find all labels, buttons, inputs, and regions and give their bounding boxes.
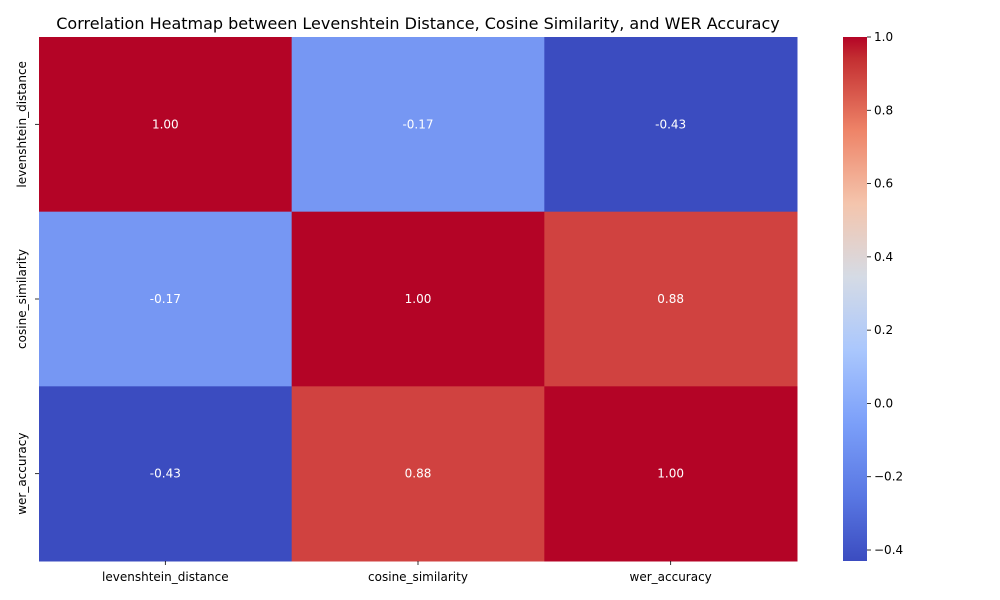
heatmap-cell [544, 211, 798, 387]
heatmap-cells: 1.00 -0.17 -0.43 -0.17 1.00 0.88 -0.43 0.88 1.00 [39, 37, 798, 562]
heatmap-cell [544, 386, 798, 562]
cell-value-label: 0.88 [657, 292, 684, 306]
y-tick-label: wer_accuracy [15, 433, 29, 515]
cell-value-label: -0.43 [655, 117, 686, 131]
heatmap-cell [291, 211, 545, 387]
x-tick-label: levenshtein_distance [102, 570, 229, 584]
x-axis: levenshtein_distance cosine_similarity wer… [102, 561, 712, 584]
y-axis: levenshtein_distance cosine_similaritywer… [15, 61, 39, 515]
heatmap-cell [39, 211, 293, 387]
chart-title: Correlation Heatmap between Levenshtein … [56, 14, 780, 33]
heatmap-cell [39, 386, 293, 562]
colorbar-tick-label: 0.2 [874, 323, 893, 337]
colorbar-gradient [843, 37, 867, 561]
cell-value-label: 1.00 [152, 117, 179, 131]
cell-value-label: 1.00 [405, 292, 432, 306]
heatmap-cell [291, 37, 545, 213]
x-tick-label: cosine_similarity [368, 570, 468, 584]
cell-value-label: 1.00 [657, 467, 684, 481]
y-tick-label: levenshtein_distance [15, 61, 29, 188]
heatmap-cell [39, 37, 293, 213]
colorbar: 1.0 0.8 0.6 0.4 0.2 0.0 −0.2 −0.4 [843, 30, 903, 561]
x-tick-label: wer_accuracy [630, 570, 712, 584]
colorbar-tick-label: 0.6 [874, 177, 893, 191]
y-tick-label: cosine_similarity [15, 249, 29, 349]
colorbar-tick-label: −0.4 [874, 543, 903, 557]
cell-value-label: 0.88 [405, 467, 432, 481]
cell-value-label: -0.43 [150, 467, 181, 481]
cell-value-label: -0.17 [150, 292, 181, 306]
colorbar-tick-label: 0.4 [874, 250, 893, 264]
heatmap-cell [291, 386, 545, 562]
colorbar-tick-label: −0.2 [874, 470, 903, 484]
heatmap-cell [544, 37, 798, 213]
colorbar-tick-label: 1.0 [874, 30, 893, 44]
cell-value-label: -0.17 [402, 117, 433, 131]
colorbar-tick-label: 0.8 [874, 103, 893, 117]
colorbar-tick-label: 0.0 [874, 396, 893, 410]
